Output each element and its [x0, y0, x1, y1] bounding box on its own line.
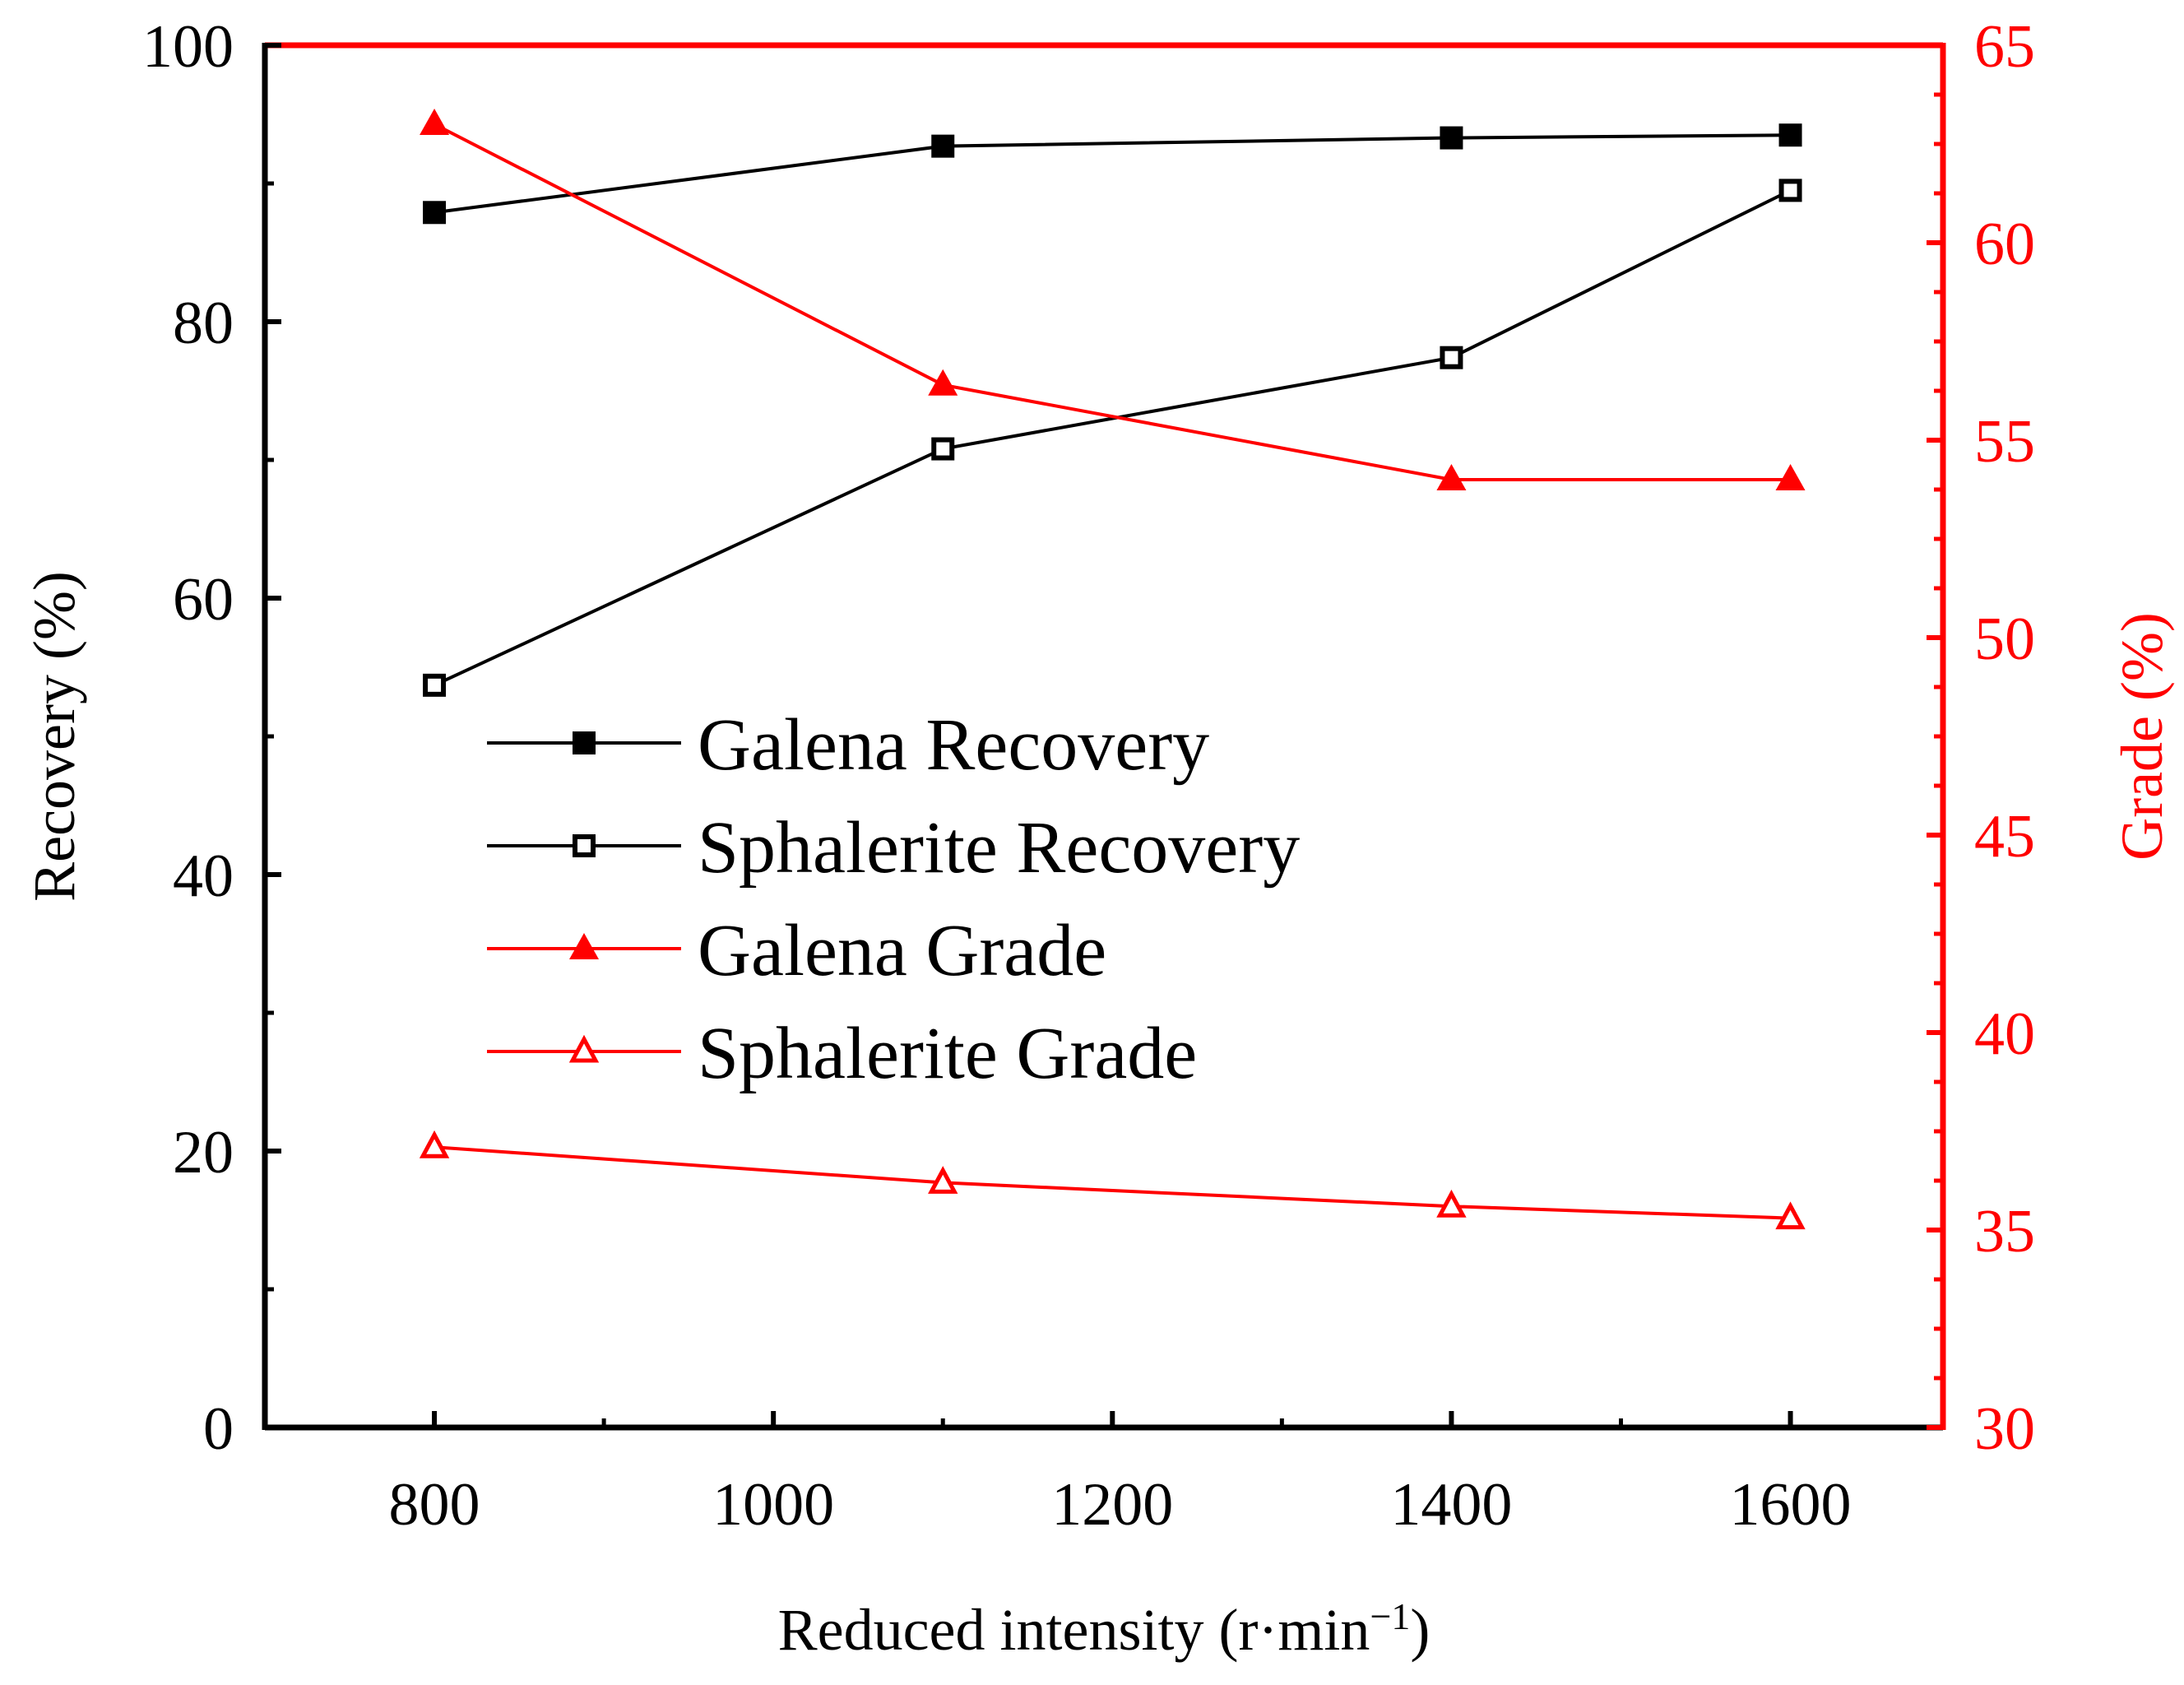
data-point-galena-grade	[928, 369, 958, 396]
data-point-sphalerite-grade	[928, 1166, 958, 1194]
data-point-sphalerite-grade	[419, 1130, 450, 1158]
x-axis-title: Reduced intensity (r·min−1)	[778, 1595, 1430, 1664]
legend-marker	[573, 834, 596, 857]
x-tick-label: 1600	[1730, 1471, 1852, 1539]
axes-layer: 800 1000 1200 1400 1600 0 20 40 60 80 100 30 35 40 45 5…	[142, 13, 2035, 1539]
data-point-sphalerite-grade	[1436, 1189, 1467, 1218]
legend-label: Sphalerite Grade	[698, 1013, 1197, 1094]
data-point-sphalerite-recovery	[1778, 179, 1802, 202]
data-point-sphalerite-recovery	[423, 673, 447, 697]
x-axis-title-superscript: −1	[1370, 1595, 1410, 1637]
legend-marker	[569, 933, 599, 959]
series-layer	[419, 109, 1806, 1230]
y2-tick-label: 60	[1974, 211, 2035, 278]
y-tick-label: 0	[203, 1395, 234, 1463]
data-point-galena-grade	[420, 109, 450, 135]
y2-tick-label: 35	[1974, 1198, 2035, 1265]
legend-marker	[573, 731, 596, 754]
x-tick-label: 1200	[1051, 1471, 1173, 1539]
x-tick-label: 1400	[1390, 1471, 1512, 1539]
legend-label: Sphalerite Recovery	[698, 807, 1300, 889]
x-tick-label: 800	[389, 1471, 480, 1539]
y-tick-label: 40	[173, 842, 234, 910]
series-line-galena-recovery	[434, 133, 1791, 215]
data-point-galena-grade	[1775, 464, 1806, 490]
y2-tick-label: 55	[1974, 408, 2035, 476]
y2-tick-label: 65	[1974, 13, 2035, 81]
data-point-galena-recovery	[1778, 123, 1802, 147]
data-point-sphalerite-grade	[1775, 1201, 1806, 1230]
legend-entry-galena-grade: Galena Grade	[487, 910, 1106, 991]
x-tick-label: 1000	[712, 1471, 834, 1539]
y2-tick-label: 40	[1974, 1000, 2035, 1068]
data-point-galena-recovery	[1440, 126, 1463, 150]
y-tick-label: 100	[142, 13, 234, 81]
data-point-galena-recovery	[423, 201, 447, 225]
y-tick-label: 60	[173, 566, 234, 634]
y-axis-title: Recovery (%)	[21, 571, 87, 902]
y2-axis-title: Grade (%)	[2109, 612, 2175, 861]
y-tick-label: 20	[173, 1119, 234, 1186]
legend-entry-sphalerite-recovery: Sphalerite Recovery	[487, 807, 1300, 889]
legend-label: Galena Recovery	[698, 704, 1209, 786]
y2-tick-label: 30	[1974, 1395, 2035, 1463]
data-point-sphalerite-recovery	[931, 437, 955, 461]
series-line-sphalerite-grade	[434, 1145, 1791, 1220]
series-line-sphalerite-recovery	[434, 188, 1792, 687]
data-point-galena-recovery	[931, 134, 955, 158]
y2-tick-label: 45	[1974, 803, 2035, 870]
data-point-galena-grade	[1436, 464, 1467, 490]
x-axis-title-main: Reduced intensity (r·min	[778, 1597, 1370, 1663]
series-sphalerite-grade	[419, 1130, 1806, 1230]
x-axis-title-suffix: )	[1410, 1597, 1430, 1663]
y2-tick-label: 50	[1974, 606, 2035, 673]
legend: Galena Recovery Sphalerite Recovery Galena…	[487, 704, 1300, 1094]
y-tick-label: 80	[173, 290, 234, 357]
data-point-sphalerite-recovery	[1440, 346, 1463, 369]
legend-marker	[568, 1034, 600, 1063]
legend-label: Galena Grade	[698, 910, 1106, 991]
series-line-galena-grade	[434, 123, 1791, 481]
legend-entry-sphalerite-grade: Sphalerite Grade	[487, 1013, 1197, 1094]
series-galena-grade	[420, 109, 1806, 490]
legend-entry-galena-recovery: Galena Recovery	[487, 704, 1209, 786]
series-sphalerite-recovery	[423, 179, 1802, 697]
series-galena-recovery	[423, 123, 1802, 225]
